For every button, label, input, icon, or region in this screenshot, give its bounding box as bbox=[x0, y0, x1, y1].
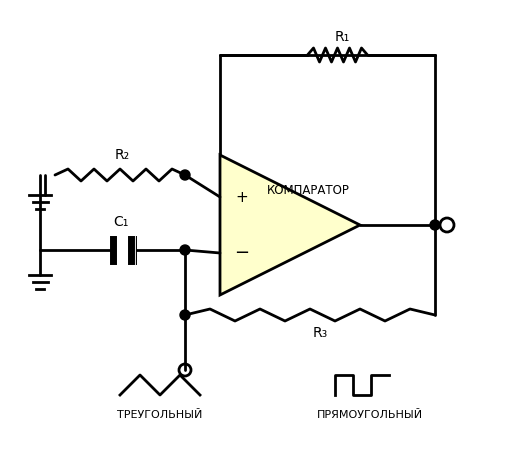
Text: R₂: R₂ bbox=[115, 148, 130, 162]
Text: +: + bbox=[235, 189, 248, 204]
Circle shape bbox=[180, 170, 190, 180]
Text: ПРЯМОУГОЛЬНЫЙ: ПРЯМОУГОЛЬНЫЙ bbox=[317, 410, 423, 420]
Text: C₁: C₁ bbox=[113, 215, 128, 229]
Text: КОМПАРАТОР: КОМПАРАТОР bbox=[267, 183, 350, 197]
Circle shape bbox=[180, 310, 190, 320]
Text: ТРЕУГОЛЬНЫЙ: ТРЕУГОЛЬНЫЙ bbox=[117, 410, 203, 420]
Text: R₁: R₁ bbox=[335, 30, 350, 44]
Circle shape bbox=[430, 220, 440, 230]
Circle shape bbox=[180, 245, 190, 255]
Text: R₃: R₃ bbox=[313, 326, 327, 340]
Polygon shape bbox=[220, 155, 360, 295]
Text: −: − bbox=[234, 244, 250, 262]
